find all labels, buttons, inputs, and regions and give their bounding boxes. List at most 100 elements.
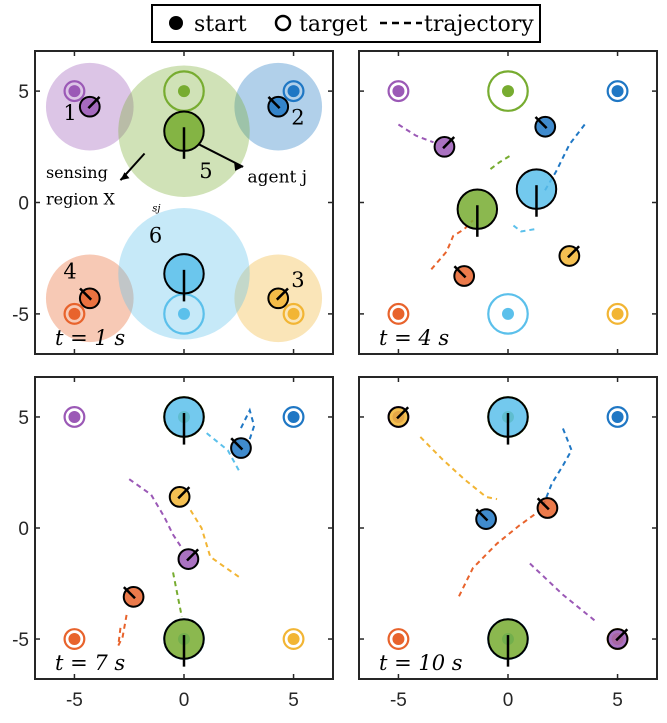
x-tick-label: -5	[390, 690, 407, 711]
panel-plot-area	[387, 70, 629, 335]
x-tick-label: 0	[179, 690, 190, 711]
region-label: region X	[46, 190, 116, 209]
target-ring-5	[487, 70, 529, 112]
target-ring-4	[63, 628, 86, 650]
time-label: t = 10 s	[379, 651, 463, 675]
agent-3-heading	[177, 486, 191, 500]
time-label: t = 4 s	[379, 326, 449, 350]
agent-3-heading	[275, 287, 289, 301]
start-dot-2	[611, 410, 624, 423]
start-dot-5	[178, 85, 190, 98]
time-label: t = 7 s	[55, 651, 125, 675]
agent-4-heading	[536, 497, 550, 511]
target-ring-1	[387, 80, 410, 103]
agent-number-5: 5	[199, 159, 212, 183]
y-tick-label: 5	[18, 408, 29, 429]
start-dot-2	[611, 85, 624, 98]
start-dot-2	[287, 85, 300, 98]
panel-plot-area	[63, 396, 305, 667]
start-dot-1	[68, 410, 81, 423]
target-ring-4	[63, 302, 86, 325]
panel-plot-area	[387, 396, 629, 667]
start-dot-4	[68, 307, 81, 320]
x-tick-label: -5	[66, 690, 83, 711]
target-ring-2	[282, 80, 305, 103]
target-ring-2	[606, 406, 629, 428]
start-dot-4	[392, 307, 405, 320]
start-dot-3	[287, 307, 300, 320]
y-tick-label: 0	[18, 519, 29, 540]
legend-frame	[151, 4, 541, 43]
target-ring-3	[282, 628, 305, 650]
agent-1-heading	[186, 548, 200, 562]
time-label: t = 1 s	[55, 326, 125, 350]
agent-2-heading	[267, 96, 281, 109]
start-dot-6	[178, 307, 190, 320]
x-tick-label: 5	[288, 690, 299, 711]
agent-4-heading	[79, 287, 93, 301]
target-ring-4	[387, 302, 410, 325]
y-tick-label: -5	[12, 630, 29, 651]
panel-plot-area	[45, 62, 323, 343]
legend-trajectory-label: trajectory	[424, 12, 534, 37]
agent-number-2: 2	[291, 106, 304, 130]
agent-arrowhead	[234, 162, 244, 171]
legend-target-label: target	[299, 12, 368, 37]
target-ring-2	[606, 80, 629, 103]
y-tick-label: -5	[12, 305, 29, 326]
trajectory-agent-5	[172, 572, 183, 618]
agent-number-6: 6	[149, 224, 162, 248]
target-ring-1	[63, 80, 86, 103]
start-dot-4	[68, 633, 81, 646]
panel-2: t = 4 s	[358, 50, 658, 355]
agent-number-1: 1	[63, 101, 76, 125]
start-dot-2	[287, 410, 300, 423]
trajectory-agent-1	[397, 123, 434, 144]
agent-1-heading	[442, 136, 456, 150]
agent-4-heading	[453, 265, 467, 279]
agent-4-heading	[122, 586, 136, 600]
agent-2-heading	[475, 508, 489, 522]
target-ring-2	[282, 406, 305, 428]
agent-1-heading	[615, 628, 629, 642]
agent-j-label: agent j	[248, 167, 308, 187]
trajectory-agent-3	[419, 436, 498, 501]
start-dot-3	[287, 633, 300, 646]
trajectory-agent-1	[529, 562, 597, 623]
start-dot-1	[392, 85, 405, 98]
legend-start-marker	[169, 16, 183, 30]
target-ring-3	[606, 302, 629, 325]
start-dot-4	[392, 633, 405, 646]
agent-3-heading	[396, 406, 410, 420]
agent-3-heading	[567, 245, 580, 259]
target-ring-6	[487, 293, 529, 335]
target-ring-4	[387, 628, 410, 650]
legend-target-marker	[274, 14, 292, 32]
x-tick-label: 5	[612, 690, 623, 711]
trajectory-agent-4	[456, 513, 535, 600]
agent-number-4: 4	[63, 259, 76, 283]
legend-start-label: start	[194, 12, 247, 37]
start-dot-3	[611, 307, 624, 320]
trajectory-agent-3	[189, 509, 240, 578]
panel-1: 5 0 -5 1 2 3 4 5 6 sensing region X sj agent j t = 1 …	[12, 50, 334, 355]
agent-number-3: 3	[291, 268, 304, 292]
trajectory-agent-6	[205, 431, 240, 471]
panel-frame	[358, 50, 658, 355]
agent-1-heading	[87, 96, 101, 109]
sensing-label: sensing	[46, 163, 108, 182]
sensing-arrowhead	[120, 172, 130, 181]
trajectory-agent-6	[511, 223, 535, 233]
agent-arrow	[198, 143, 244, 168]
trajectory-agent-5	[489, 154, 511, 170]
trajectory-agent-4	[117, 612, 129, 647]
target-ring-3	[282, 302, 305, 325]
start-dot-1	[68, 85, 81, 98]
legend: start target trajectory	[151, 4, 541, 43]
panel-4: -5 0 5 t = 10 s	[358, 376, 658, 711]
panel-3: -5 0 5 5 0 -5 t = 7 s	[12, 376, 334, 711]
trajectory-agent-2	[240, 407, 256, 440]
y-tick-label: 0	[18, 194, 29, 215]
y-tick-label: 5	[18, 82, 29, 103]
region-subscript: sj	[152, 203, 160, 214]
